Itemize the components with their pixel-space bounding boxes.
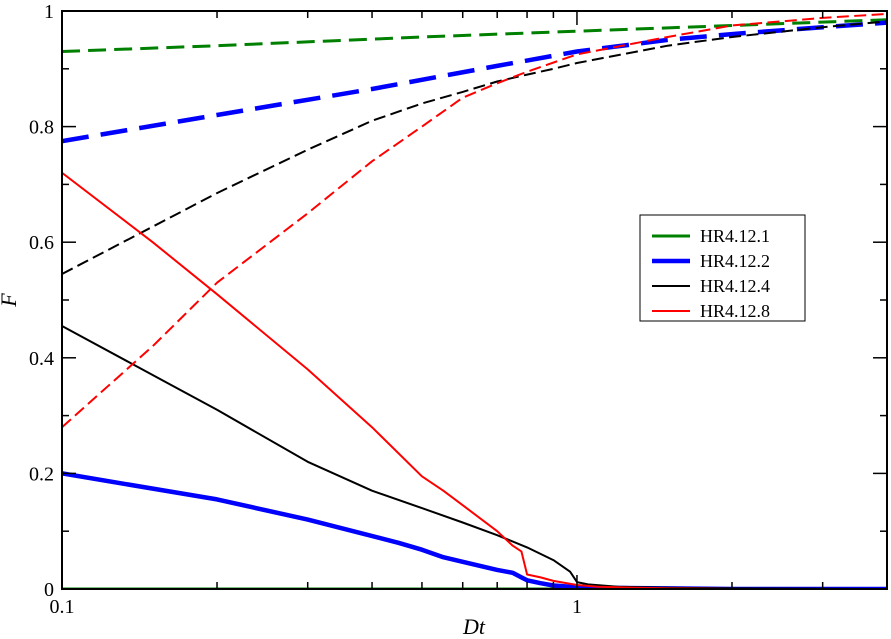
y-tick-label-0: 0 <box>44 579 54 601</box>
y-axis: 0 0.2 0.4 0.6 0.8 1 <box>29 1 887 601</box>
x-axis: 0.1 1 <box>50 11 888 618</box>
series-line-7 <box>62 172 887 589</box>
series-line-5 <box>62 325 887 589</box>
legend-label-1: HR4.12.2 <box>700 251 770 271</box>
series-line-2 <box>62 20 887 144</box>
x-tick-label-1: 1 <box>572 596 582 618</box>
legend: HR4.12.1 HR4.12.2 HR4.12.4 HR4.12.8 <box>639 214 806 322</box>
series-layer <box>62 12 887 589</box>
y-tick-label-3: 0.6 <box>29 232 54 254</box>
legend-label-2: HR4.12.4 <box>700 276 770 296</box>
y-tick-label-2: 0.4 <box>29 348 54 370</box>
series-line-3 <box>62 471 887 589</box>
series-line-0 <box>62 18 887 53</box>
series-line-4 <box>62 20 887 275</box>
x-tick-label-0: 0.1 <box>50 596 75 618</box>
series-line-6 <box>62 12 887 428</box>
y-tick-label-4: 0.8 <box>29 117 54 139</box>
legend-label-0: HR4.12.1 <box>700 226 770 246</box>
legend-box <box>639 214 806 322</box>
y-tick-label-5: 1 <box>44 1 54 23</box>
legend-label-3: HR4.12.8 <box>700 301 770 321</box>
x-axis-label: Dt <box>462 614 486 639</box>
y-tick-label-1: 0.2 <box>29 463 54 485</box>
y-axis-label: F <box>0 293 21 308</box>
